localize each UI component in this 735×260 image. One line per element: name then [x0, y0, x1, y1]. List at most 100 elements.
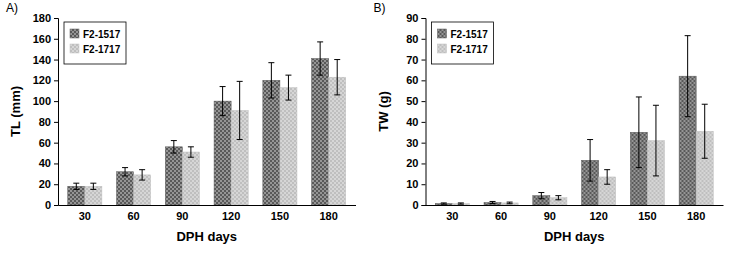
error-bar [587, 140, 593, 182]
x-tick-label: 60 [127, 210, 139, 222]
error-line [320, 42, 321, 75]
error-cap [490, 203, 496, 204]
error-cap [441, 202, 447, 203]
error-bar [122, 168, 128, 176]
error-cap [441, 204, 447, 205]
y-tick-label: 10 [406, 178, 418, 190]
error-cap [73, 189, 79, 190]
error-line [239, 81, 240, 139]
error-bar [90, 183, 96, 189]
bar-series [85, 60, 346, 205]
y-tick-mark [422, 80, 426, 81]
y-tick-label: 70 [406, 54, 418, 66]
x-axis: 306090120150180 [59, 205, 357, 222]
y-axis: 020406080100120140160180 [33, 12, 59, 211]
error-cap [555, 199, 561, 200]
error-cap [268, 97, 274, 98]
x-tick: 150 [271, 205, 289, 222]
x-tick: 180 [687, 205, 705, 222]
error-cap [90, 183, 96, 184]
legend-item: F2-1717 [438, 44, 489, 55]
y-tick: 60 [39, 137, 58, 149]
y-tick-mark [54, 39, 58, 40]
error-cap [122, 175, 128, 176]
y-tick-mark [54, 60, 58, 61]
error-bar [317, 42, 323, 75]
y-tick: 20 [406, 157, 425, 169]
y-tick-mark [422, 101, 426, 102]
y-tick-mark [422, 143, 426, 144]
y-tick: 100 [33, 95, 58, 107]
y-tick: 120 [33, 74, 58, 86]
y-tick: 50 [406, 95, 425, 107]
bar [182, 152, 199, 205]
error-bar [441, 203, 447, 204]
error-cap [490, 201, 496, 202]
legend-label: F2-1517 [451, 29, 489, 40]
error-line [173, 141, 174, 153]
error-cap [317, 75, 323, 76]
y-tick-label: 40 [39, 157, 51, 169]
legend-box [432, 22, 494, 64]
error-cap [685, 35, 691, 36]
y-tick: 30 [406, 137, 425, 149]
error-cap [171, 140, 177, 141]
x-tick: 60 [127, 205, 139, 222]
error-line [125, 168, 126, 176]
legend-item: F2-1517 [70, 29, 121, 40]
x-tick: 60 [495, 205, 507, 222]
error-bar [538, 193, 544, 199]
x-axis: 306090120150180 [426, 205, 724, 222]
error-line [687, 36, 688, 117]
legend-swatch [70, 29, 79, 38]
error-bar [285, 75, 291, 100]
y-tick-mark [54, 143, 58, 144]
error-cap [220, 115, 226, 116]
error-cap [220, 86, 226, 87]
error-bar [685, 36, 691, 117]
error-cap [555, 195, 561, 196]
y-tick: 160 [33, 33, 58, 45]
legend-label: F2-1717 [83, 44, 121, 55]
legend-item: F2-1517 [438, 29, 489, 40]
y-axis-line [422, 19, 427, 206]
y-tick-label: 160 [33, 33, 51, 45]
error-bar [220, 87, 226, 116]
y-tick: 80 [39, 116, 58, 128]
error-line [222, 87, 223, 116]
x-tick: 90 [544, 205, 556, 222]
error-line [655, 105, 656, 176]
error-cap [237, 139, 243, 140]
x-tick-label: 150 [271, 210, 289, 222]
error-line [704, 104, 705, 158]
y-tick-label: 30 [406, 137, 418, 149]
error-cap [188, 157, 194, 158]
x-axis-line [59, 205, 357, 206]
error-cap [73, 183, 79, 184]
error-cap [237, 81, 243, 82]
x-tick-label: 60 [495, 210, 507, 222]
bar [312, 59, 329, 205]
y-tick: 40 [406, 116, 425, 128]
error-line [607, 170, 608, 185]
y-tick-mark [54, 18, 58, 19]
error-bar [334, 60, 340, 95]
error-cap [458, 202, 464, 203]
x-tick: 180 [319, 205, 337, 222]
error-bar [702, 104, 708, 158]
bar [435, 204, 452, 205]
y-axis-line [54, 19, 59, 206]
y-tick-label: 120 [33, 74, 51, 86]
error-bar [73, 183, 79, 189]
x-tick-label: 30 [446, 210, 458, 222]
y-tick: 140 [33, 54, 58, 66]
y-tick-mark [54, 80, 58, 81]
error-bar [171, 141, 177, 153]
y-tick-mark [422, 184, 426, 185]
y-tick-label: 180 [33, 12, 51, 24]
error-cap [685, 116, 691, 117]
y-tick: 10 [406, 178, 425, 190]
error-bar [188, 147, 194, 157]
y-axis-title: TL (mm) [8, 86, 23, 137]
y-tick-mark [54, 184, 58, 185]
